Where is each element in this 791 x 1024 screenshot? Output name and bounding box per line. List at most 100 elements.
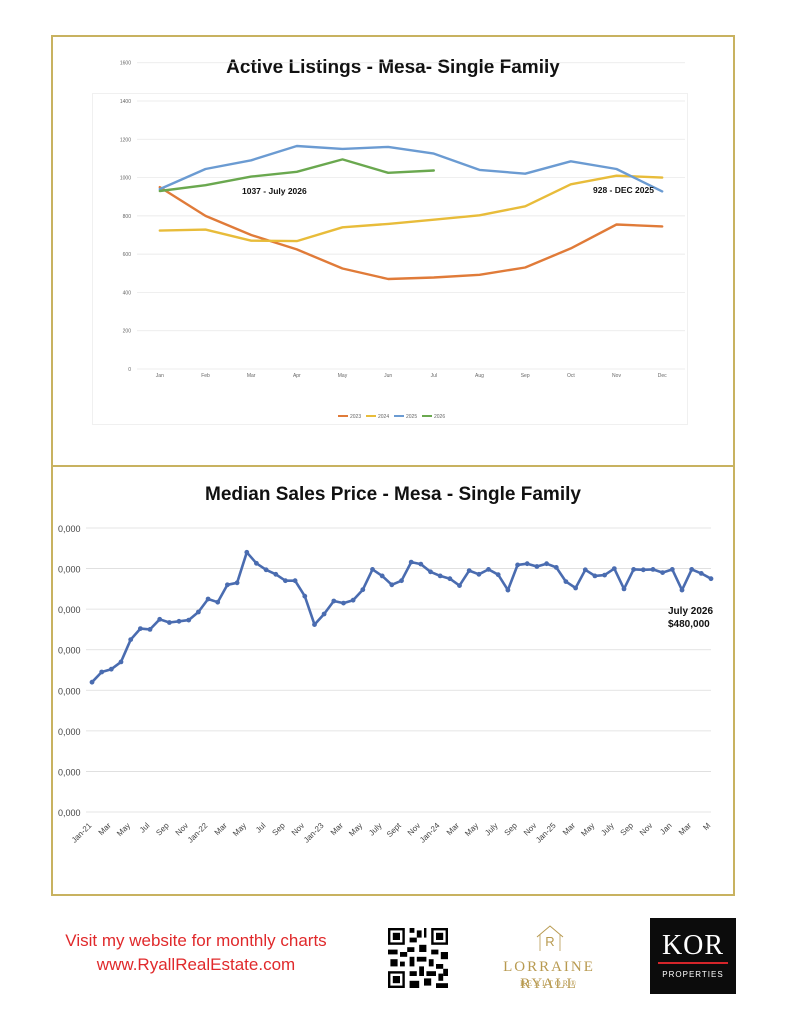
- y-tick-label: 800: [123, 214, 132, 220]
- y-tick-label: 1000: [120, 176, 131, 182]
- data-point: [341, 600, 346, 606]
- data-point: [573, 585, 578, 591]
- data-point: [389, 582, 395, 588]
- realtor-title: REALTOR®: [519, 979, 579, 988]
- y-tick-label: 1200: [120, 137, 131, 143]
- x-tick-label: Mar: [97, 821, 113, 837]
- x-tick-label: May: [338, 373, 348, 379]
- y-tick-label: 0: [128, 367, 131, 373]
- data-point: [447, 576, 453, 582]
- data-point: [408, 559, 414, 565]
- x-tick-label: July: [599, 821, 615, 837]
- data-point: [582, 567, 588, 573]
- y-tick-label: 0,000: [58, 646, 81, 656]
- data-point: [234, 580, 240, 586]
- x-tick-label: Jan: [156, 373, 164, 379]
- series-line-2024: [158, 174, 664, 243]
- qr-code-icon[interactable]: [388, 928, 448, 988]
- x-tick-label: Nov: [522, 821, 538, 837]
- data-point: [254, 560, 259, 566]
- data-point: [592, 573, 598, 579]
- data-point: [544, 561, 549, 567]
- data-point: [602, 572, 607, 578]
- annotation-price: $480,000: [668, 619, 710, 630]
- x-tick-label: Nov: [612, 373, 621, 379]
- data-point: [331, 598, 337, 604]
- x-tick-label: Mar: [213, 821, 229, 837]
- data-point: [689, 567, 695, 572]
- y-tick-label: 400: [123, 290, 132, 296]
- data-point: [360, 587, 366, 593]
- x-tick-label: Feb: [201, 373, 210, 379]
- x-tick-label: Jul: [431, 373, 437, 379]
- x-tick-label: Sep: [154, 821, 171, 838]
- data-point: [176, 618, 182, 624]
- data-point: [350, 597, 356, 603]
- x-tick-label: Sep: [521, 373, 530, 379]
- x-tick-label: Jan-22: [186, 821, 210, 845]
- median-price-line: [91, 550, 712, 684]
- x-tick-label: M: [701, 821, 712, 832]
- data-point: [698, 571, 704, 576]
- footer-website-link[interactable]: www.RyallRealEstate.com: [96, 955, 296, 974]
- data-point: [631, 567, 636, 572]
- data-point: [108, 666, 114, 672]
- x-tick-label: Sept: [385, 821, 404, 840]
- data-point: [418, 561, 424, 567]
- data-point: [312, 622, 317, 627]
- x-tick-label: May: [231, 821, 248, 838]
- y-tick-label: 200: [123, 329, 132, 335]
- monogram-letter: R: [545, 934, 554, 949]
- y-tick-label: 0,000: [58, 524, 81, 534]
- kor-red-rule: [658, 962, 728, 964]
- x-tick-label: Nov: [290, 821, 306, 837]
- data-point: [196, 609, 201, 615]
- kor-properties-logo: KOR PROPERTIES: [650, 918, 736, 994]
- x-tick-label: Mar: [247, 373, 256, 379]
- data-point: [215, 599, 221, 605]
- x-tick-label: Jun: [384, 373, 392, 379]
- data-point: [466, 568, 472, 573]
- data-point: [205, 596, 211, 602]
- x-tick-label: Mar: [445, 821, 461, 837]
- y-tick-label: 1400: [120, 99, 131, 105]
- annotation-date: July 2026: [668, 606, 713, 617]
- data-point: [147, 627, 153, 632]
- data-point: [515, 562, 520, 568]
- data-point: [118, 659, 124, 665]
- x-tick-label: Mar: [329, 821, 345, 837]
- active-listings-chart: 0 200 400 600 800 1000 1200 1400 1600 Jan Feb Mar Ap…: [120, 61, 685, 420]
- data-point: [399, 578, 404, 584]
- data-point: [457, 583, 462, 588]
- x-tick-label: Sep: [619, 821, 636, 838]
- y-tick-label: 0,000: [58, 605, 81, 615]
- x-tick-label: Mar: [561, 821, 577, 837]
- y-tick-label: 1600: [120, 61, 131, 67]
- x-tick-label: May: [579, 821, 596, 838]
- data-point: [495, 572, 501, 578]
- series-line-2025: [158, 144, 664, 193]
- data-point: [660, 570, 665, 575]
- annotation-label: 928 - DEC 2025: [593, 185, 654, 195]
- x-tick-label: Jan-24: [418, 821, 442, 845]
- data-point: [292, 578, 298, 584]
- data-point: [321, 611, 327, 617]
- x-tick-label: Nov: [174, 821, 190, 837]
- data-point: [650, 567, 656, 572]
- x-tick-label: Mar: [677, 821, 693, 837]
- data-point: [167, 620, 172, 625]
- x-tick-label: Jan-23: [302, 821, 326, 845]
- data-point: [534, 564, 540, 569]
- active-listings-title: Active Listings - Mesa- Single Family: [226, 57, 560, 78]
- median-price-chart: 0,000 0,000 0,000 0,000 0,000 0,000 0,000 0,000…: [58, 524, 713, 845]
- series-line-2026: [158, 158, 435, 193]
- median-price-title: Median Sales Price - Mesa - Single Famil…: [205, 484, 581, 505]
- data-point: [99, 669, 105, 675]
- data-point: [379, 573, 385, 579]
- x-tick-label: Jul: [138, 821, 152, 835]
- x-tick-label: Sep: [503, 821, 520, 838]
- data-point: [524, 561, 530, 567]
- x-tick-label: July: [367, 821, 383, 837]
- data-point: [640, 567, 646, 573]
- kor-subtitle: PROPERTIES: [662, 970, 724, 979]
